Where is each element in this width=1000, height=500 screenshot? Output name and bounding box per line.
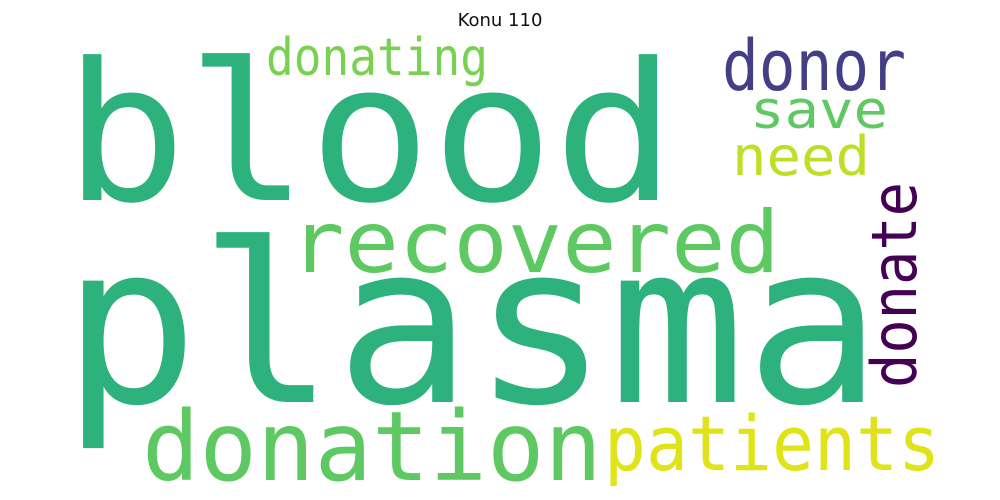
word-donor: donor xyxy=(722,25,906,107)
word-donating: donating xyxy=(266,28,488,88)
word-blood: blood xyxy=(64,23,676,246)
word-plasma: plasma xyxy=(62,197,882,455)
word-patients: patients xyxy=(604,399,940,488)
word-donate: donate xyxy=(858,182,931,388)
word-donation: donation xyxy=(142,391,602,500)
word-need: need xyxy=(732,125,870,188)
figure-title: Konu 110 xyxy=(457,10,543,31)
word-recovered: recovered xyxy=(290,193,780,293)
word-save: save xyxy=(750,81,888,141)
